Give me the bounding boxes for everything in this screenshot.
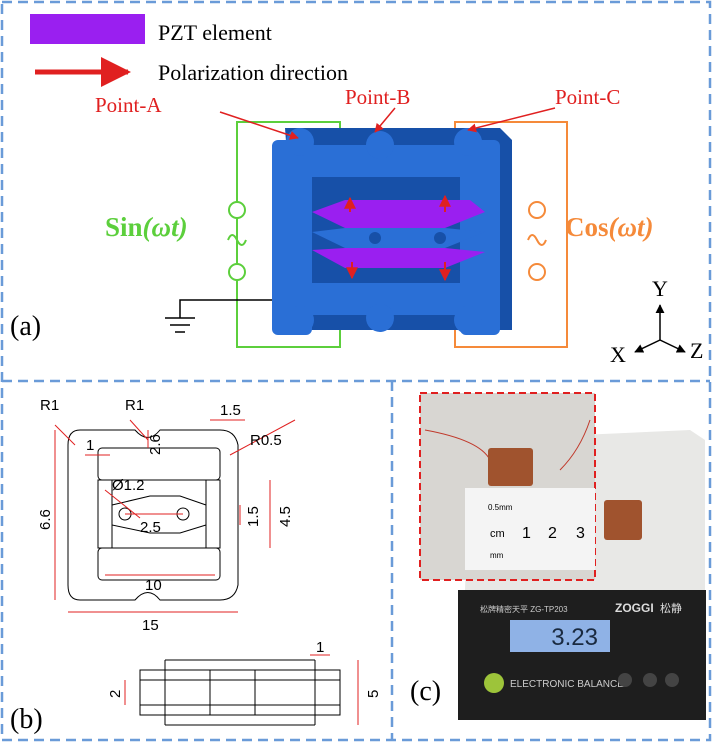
ruler-text: cm <box>490 528 505 540</box>
source-arg: (ωt) <box>609 212 654 242</box>
dimension-label: 2.6 <box>147 434 164 455</box>
figure: PZT element Polarization direction Point… <box>0 0 712 742</box>
source-label: Cos(ωt) <box>565 212 654 242</box>
source-base: Sin <box>105 212 143 242</box>
dimension-label: 15 <box>142 617 159 634</box>
source-label: Sin(ωt) <box>105 212 188 242</box>
panel-label: (c) <box>410 676 441 707</box>
panel-c: 松牌精密天平 ZG-TP203 ZOGGI 松静 3.23 ELECTRONIC… <box>400 390 706 720</box>
legend-text: Polarization direction <box>158 60 348 85</box>
source-base: Cos <box>565 212 609 242</box>
ac-source <box>528 202 546 280</box>
point-label: Point-B <box>345 85 410 109</box>
sample <box>604 500 642 540</box>
dimension-label: 4.5 <box>277 506 294 527</box>
point-label: Point-C <box>555 85 620 109</box>
dimension-label: R1 <box>40 397 59 414</box>
axis-label: Z <box>690 338 703 363</box>
dimension-label: 1 <box>86 437 94 454</box>
pzt-swatch <box>30 14 145 44</box>
ground <box>165 300 272 332</box>
point-label: Point-A <box>95 93 162 117</box>
scale-brand: ZOGGI <box>615 601 654 615</box>
dimension-label: 6.6 <box>37 509 54 530</box>
scale-caption: ELECTRONIC BALANCE <box>510 679 624 690</box>
dimension-label: R0.5 <box>250 432 282 449</box>
dimension-label: 1 <box>316 639 324 656</box>
axes <box>635 305 685 352</box>
dimension-label: Ø1.2 <box>112 477 145 494</box>
drawing <box>68 430 340 725</box>
ruler-text: mm <box>490 551 504 560</box>
stator <box>272 128 512 335</box>
axis-label: Y <box>652 276 668 301</box>
dimension-label: 2.5 <box>140 519 161 536</box>
sample <box>488 448 533 486</box>
ruler-text: 0.5mm <box>488 503 513 512</box>
button <box>484 673 504 693</box>
panel-a: PZT element Polarization direction Point… <box>10 14 703 367</box>
dimension-label: 2 <box>107 690 124 698</box>
dimension-label: 10 <box>145 577 162 594</box>
dimension-lines <box>55 420 358 725</box>
panel-label: (b) <box>10 704 43 735</box>
scale-brand: 松静 <box>660 601 682 615</box>
ac-source <box>228 202 246 280</box>
dimension-label: 1.5 <box>220 402 241 419</box>
display-reading: 3.23 <box>551 624 598 651</box>
panel-b: R1 R1 1.5 R0.5 1 2.6 Ø1.2 6.6 1.5 4.5 2.… <box>10 397 382 735</box>
scale-model: 松牌精密天平 ZG-TP203 <box>480 604 568 614</box>
ruler-text: 3 <box>576 525 585 542</box>
dimension-label: 5 <box>365 690 382 698</box>
panel-label: (a) <box>10 311 41 342</box>
dimension-label: R1 <box>125 397 144 414</box>
legend-text: PZT element <box>158 20 272 45</box>
ruler-text: 2 <box>548 525 557 542</box>
ruler-text: 1 <box>522 525 531 542</box>
axis-label: X <box>610 342 626 367</box>
source-arg: (ωt) <box>143 212 188 242</box>
dimension-label: 1.5 <box>245 506 262 527</box>
